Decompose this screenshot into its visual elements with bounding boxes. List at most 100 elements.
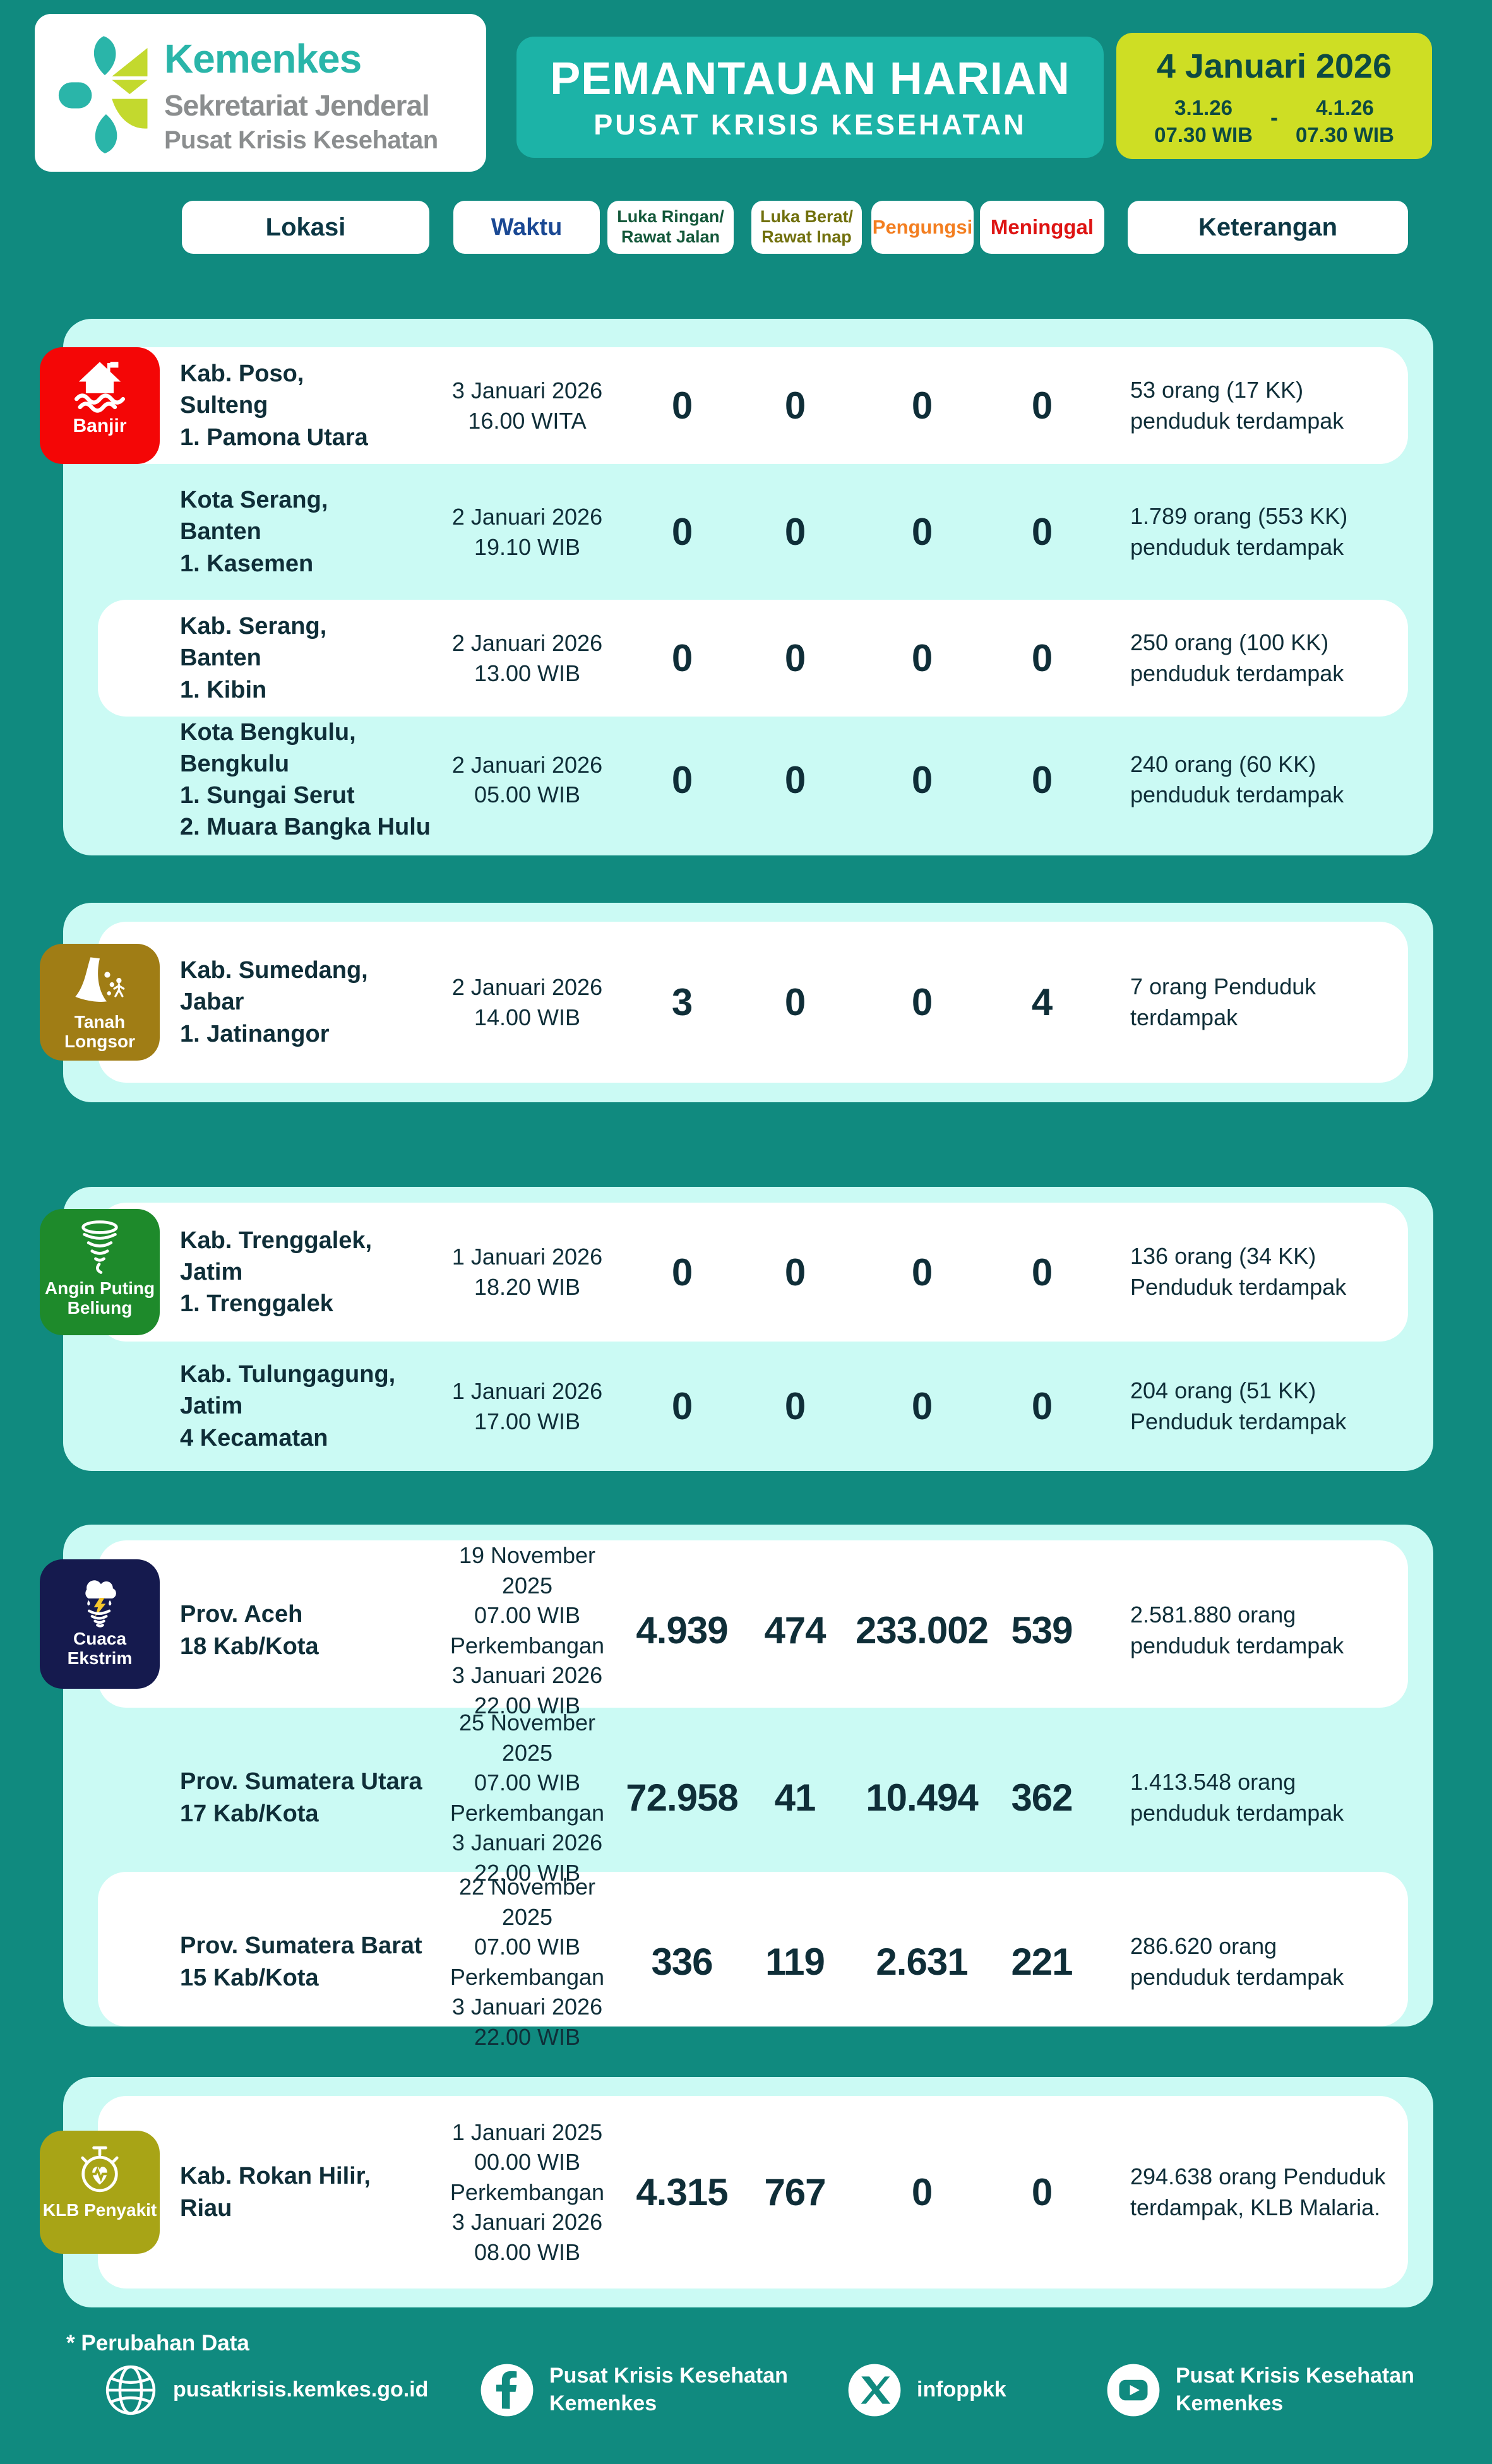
badge-klb-penyakit: KLB Penyakit	[40, 2131, 160, 2254]
cell-keterangan: 204 orang (51 KK) Penduduk terdampak	[1130, 1377, 1347, 1434]
youtube-label: Pusat Krisis Kesehatan Kemenkes	[1176, 2364, 1414, 2415]
cell-waktu: 1 Januari 2026 18.20 WIB	[451, 1244, 603, 1300]
brand-subtitle-1: Sekretariat Jenderal	[164, 89, 430, 122]
facebook-icon	[480, 2364, 534, 2417]
column-header-lokasi: Lokasi	[182, 201, 429, 254]
cell-luka-ringan: 336	[651, 1941, 713, 1984]
date-box: 4 Januari 2026 3.1.26 07.30 WIB - 4.1.26 0…	[1116, 33, 1432, 159]
period-to: 4.1.26 07.30 WIB	[1296, 96, 1394, 146]
badge-label: Banjir	[73, 415, 127, 436]
cell-waktu: 2 Januari 2026 19.10 WIB	[451, 503, 603, 560]
cell-meninggal: 0	[1031, 1251, 1053, 1294]
logo-card: Kemenkes Sekretariat Jenderal Pusat Kris…	[35, 14, 486, 172]
cell-pengungsi: 2.631	[876, 1941, 968, 1984]
cell-luka-berat: 0	[784, 1251, 806, 1294]
cell-keterangan: 1.789 orang (553 KK) penduduk terdampak	[1130, 503, 1348, 560]
table-row: Kota Bengkulu, Bengkulu 1. Sungai Serut …	[98, 717, 1408, 840]
cell-waktu: 2 Januari 2026 05.00 WIB	[451, 751, 603, 808]
cell-pengungsi: 0	[911, 511, 933, 553]
storm-cloud-tornado-icon	[85, 1580, 116, 1628]
cell-waktu: 1 Januari 2026 17.00 WIB	[451, 1378, 603, 1434]
cell-meninggal: 0	[1031, 1385, 1053, 1427]
table-row: Prov. Sumatera Utara 17 Kab/Kota 25 Nove…	[98, 1708, 1408, 1886]
cell-meninggal: 0	[1031, 758, 1053, 801]
table-row: Kab. Trenggalek, Jatim 1. Trenggalek 1 J…	[98, 1203, 1408, 1342]
cell-pengungsi: 0	[911, 981, 933, 1023]
page-title: PEMANTAUAN HARIAN PUSAT KRISIS KESEHATAN	[516, 37, 1104, 158]
cell-lokasi: Kab. Sumedang, Jabar 1. Jatinangor	[180, 957, 368, 1047]
x-link[interactable]: infoppkk	[846, 2361, 1006, 2419]
badge-label: Angin Puting Beliung	[44, 1278, 155, 1318]
cell-luka-berat: 474	[764, 1609, 826, 1652]
kemenkes-flower-icon	[58, 36, 148, 153]
cell-luka-ringan: 0	[671, 758, 693, 801]
table-row: Kab. Poso, Sulteng 1. Pamona Utara 3 Jan…	[98, 347, 1408, 464]
cell-pengungsi: 10.494	[866, 1777, 979, 1819]
cell-pengungsi: 0	[911, 1251, 933, 1294]
cell-pengungsi: 0	[911, 637, 933, 679]
cell-keterangan: 294.638 orang Penduduk terdampak, KLB Ma…	[1130, 2163, 1386, 2220]
cell-luka-berat: 0	[784, 981, 806, 1023]
cell-lokasi: Kab. Trenggalek, Jatim 1. Trenggalek	[180, 1227, 373, 1318]
section-tanah-longsor: Kab. Sumedang, Jabar 1. Jatinangor 2 Jan…	[63, 903, 1433, 1102]
youtube-link[interactable]: Pusat Krisis Kesehatan Kemenkes	[1105, 2361, 1414, 2419]
cell-meninggal: 0	[1031, 637, 1053, 679]
table-row: Kab. Serang, Banten 1. Kibin 2 Januari 2…	[98, 600, 1408, 717]
cell-luka-ringan: 4.315	[636, 2171, 728, 2213]
website-label: pusatkrisis.kemkes.go.id	[173, 2378, 429, 2402]
cell-waktu: 22 November 2025 07.00 WIB Perkembangan …	[450, 1874, 605, 2050]
cell-pengungsi: 0	[911, 2171, 933, 2213]
cell-luka-ringan: 0	[671, 1251, 693, 1294]
x-label: infoppkk	[917, 2378, 1006, 2402]
stopwatch-heart-icon	[81, 2146, 119, 2193]
x-icon	[848, 2364, 901, 2417]
brand-name: Kemenkes	[164, 36, 362, 81]
cell-keterangan: 53 orang (17 KK) penduduk terdampak	[1130, 376, 1344, 434]
badge-cuaca-ekstrim: Cuaca Ekstrim	[40, 1559, 160, 1689]
cell-luka-ringan: 0	[671, 637, 693, 679]
period-from: 3.1.26 07.30 WIB	[1154, 96, 1253, 146]
cell-keterangan: 2.581.880 orang penduduk terdampak	[1130, 1601, 1344, 1658]
column-header-luka-berat: Luka Berat/ Rawat Inap	[751, 201, 862, 254]
cell-keterangan: 286.620 orang penduduk terdampak	[1130, 1932, 1344, 1990]
section-banjir: Kab. Poso, Sulteng 1. Pamona Utara 3 Jan…	[63, 319, 1433, 855]
tornado-funnel-icon	[81, 1220, 118, 1274]
cell-lokasi: Prov. Aceh 18 Kab/Kota	[180, 1601, 319, 1660]
cell-luka-berat: 119	[765, 1941, 825, 1984]
cell-luka-berat: 0	[784, 637, 806, 679]
globe-icon	[105, 2365, 156, 2415]
facebook-label: Pusat Krisis Kesehatan Kemenkes	[549, 2364, 788, 2415]
facebook-link[interactable]: Pusat Krisis Kesehatan Kemenkes	[479, 2361, 788, 2419]
cell-luka-berat: 0	[784, 384, 806, 427]
cell-keterangan: 250 orang (100 KK) penduduk terdampak	[1130, 629, 1344, 686]
cell-pengungsi: 0	[911, 1385, 933, 1427]
brand-subtitle-2: Pusat Krisis Kesehatan	[164, 126, 438, 154]
cell-keterangan: 136 orang (34 KK) Penduduk terdampak	[1130, 1243, 1347, 1300]
column-header-luka-ringan: Luka Ringan/ Rawat Jalan	[607, 201, 734, 254]
cell-lokasi: Kota Serang, Banten 1. Kasemen	[180, 487, 328, 577]
cell-waktu: 2 Januari 2026 13.00 WIB	[451, 629, 603, 686]
cell-luka-berat: 41	[774, 1777, 816, 1819]
cell-waktu: 25 November 2025 07.00 WIB Perkembangan …	[450, 1710, 605, 1886]
cell-pengungsi: 233.002	[856, 1609, 989, 1652]
cell-luka-ringan: 72.958	[626, 1777, 739, 1819]
column-header-waktu: Waktu	[453, 201, 600, 254]
badge-angin-puting-beliung: Angin Puting Beliung	[40, 1209, 160, 1335]
period-separator: -	[1270, 104, 1278, 130]
cell-pengungsi: 0	[911, 758, 933, 801]
section-klb-penyakit: Kab. Rokan Hilir, Riau 1 Januari 2025 00…	[63, 2077, 1433, 2307]
title-line-1: PEMANTAUAN HARIAN	[550, 54, 1070, 104]
cell-lokasi: Kab. Tulungagung, Jatim 4 Kecamatan	[180, 1361, 396, 1451]
badge-label: Tanah Longsor	[64, 1012, 135, 1052]
column-header-pengungsi: Pengungsi	[871, 201, 974, 254]
section-cuaca-ekstrim: Prov. Aceh 18 Kab/Kota 19 November 2025 …	[63, 1525, 1433, 2050]
cell-lokasi: Kab. Poso, Sulteng 1. Pamona Utara	[180, 360, 368, 451]
cell-luka-ringan: 0	[671, 1385, 693, 1427]
cell-meninggal: 0	[1031, 511, 1053, 553]
cell-luka-berat: 0	[784, 758, 806, 801]
website-link[interactable]: pusatkrisis.kemkes.go.id	[102, 2361, 428, 2419]
cell-lokasi: Kab. Serang, Banten 1. Kibin	[180, 613, 327, 703]
cell-waktu: 1 Januari 2025 00.00 WIB Perkembangan 3 …	[450, 2119, 605, 2265]
table-row: Prov. Sumatera Barat 15 Kab/Kota 22 Nove…	[98, 1872, 1408, 2050]
badge-banjir: Banjir	[40, 347, 160, 464]
